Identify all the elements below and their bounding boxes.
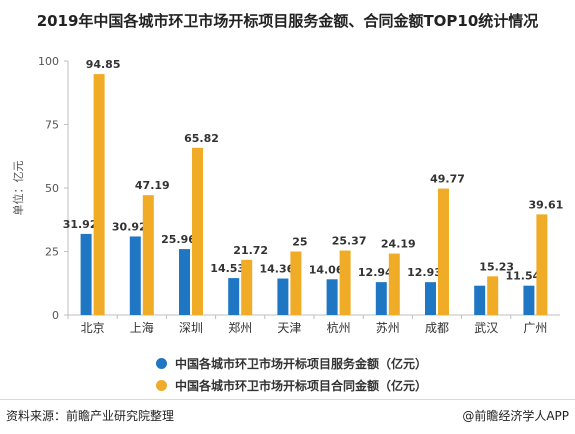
contract-value-label-7: 49.77	[430, 173, 465, 186]
contract-bar-8	[487, 276, 499, 315]
service-value-label-4: 14.36	[260, 263, 295, 276]
legend-label-service: 中国各城市环卫市场开标项目服务金额（亿元）	[175, 356, 428, 371]
contract-value-label-4: 25	[292, 236, 307, 249]
contract-bar-0	[93, 74, 105, 316]
contract-value-label-0: 94.85	[86, 58, 121, 71]
contract-value-label-8: 15.23	[479, 260, 514, 273]
contract-value-label-1: 47.19	[135, 179, 170, 192]
source-note: 资料来源：前瞻产业研究院整理	[6, 409, 175, 423]
service-bar-7	[425, 282, 436, 315]
legend-label-contract: 中国各城市环卫市场开标项目合同金额（亿元）	[175, 378, 428, 393]
x-category-label-8: 武汉	[474, 321, 498, 335]
service-value-label-0: 31.92	[63, 218, 98, 231]
contract-bar-5	[339, 250, 351, 315]
y-axis-title: 单位：亿元	[11, 161, 25, 216]
y-tick-label: 100	[38, 55, 59, 68]
service-value-label-6: 12.94	[358, 266, 393, 279]
service-value-label-7: 12.93	[407, 266, 442, 279]
service-value-label-5: 14.06	[309, 263, 344, 276]
contract-bar-2	[192, 147, 203, 315]
contract-bar-3	[241, 259, 253, 315]
x-category-label-6: 苏州	[376, 321, 400, 335]
x-category-label-9: 广州	[523, 321, 547, 335]
legend-swatch-contract	[156, 379, 167, 391]
service-bar-0	[80, 233, 92, 315]
legend: 中国各城市环卫市场开标项目服务金额（亿元） 中国各城市环卫市场开标项目合同金额（…	[156, 352, 427, 396]
contract-value-label-6: 24.19	[381, 238, 416, 251]
service-bar-2	[179, 249, 190, 315]
contract-bar-4	[290, 251, 302, 315]
x-category-label-2: 深圳	[179, 321, 203, 335]
legend-item-contract: 中国各城市环卫市场开标项目合同金额（亿元）	[156, 374, 427, 396]
service-value-label-3: 14.53	[210, 262, 245, 275]
x-category-label-4: 天津	[277, 321, 301, 335]
x-category-label-1: 上海	[130, 320, 154, 335]
service-bar-5	[326, 279, 338, 315]
service-bar-1	[129, 236, 141, 315]
service-bar-3	[228, 278, 240, 315]
y-tick-label: 75	[45, 119, 59, 132]
x-category-label-3: 郑州	[228, 320, 252, 335]
contract-bar-7	[438, 188, 449, 315]
legend-item-service: 中国各城市环卫市场开标项目服务金额（亿元）	[156, 352, 427, 374]
contract-bar-9	[536, 214, 548, 315]
contract-value-label-2: 65.82	[184, 132, 219, 145]
contract-value-label-3: 21.72	[233, 244, 268, 257]
contract-value-label-9: 39.61	[529, 198, 564, 211]
y-tick-label: 0	[52, 309, 59, 322]
y-tick-label: 25	[45, 246, 59, 259]
contract-bar-1	[142, 195, 154, 315]
x-category-label-5: 杭州	[327, 320, 351, 335]
service-value-label-1: 30.92	[112, 220, 147, 233]
service-bar-8	[474, 285, 486, 315]
service-bar-4	[277, 278, 289, 315]
contract-bar-6	[388, 253, 400, 315]
x-category-label-0: 北京	[81, 321, 105, 335]
legend-swatch-service	[156, 357, 167, 369]
chart-title: 2019年中国各城市环卫市场开标项目服务金额、合同金额TOP10统计情况	[36, 12, 539, 30]
service-bar-6	[375, 282, 387, 315]
service-bar-9	[523, 285, 535, 315]
x-category-label-7: 成都	[425, 321, 449, 335]
contract-value-label-5: 25.37	[332, 235, 367, 248]
footer-divider	[0, 399, 575, 400]
service-value-label-9: 11.54	[506, 270, 541, 283]
y-tick-label: 50	[45, 182, 59, 195]
brand-credit: @前瞻经济学人APP	[462, 409, 569, 423]
service-value-label-2: 25.96	[161, 233, 196, 246]
